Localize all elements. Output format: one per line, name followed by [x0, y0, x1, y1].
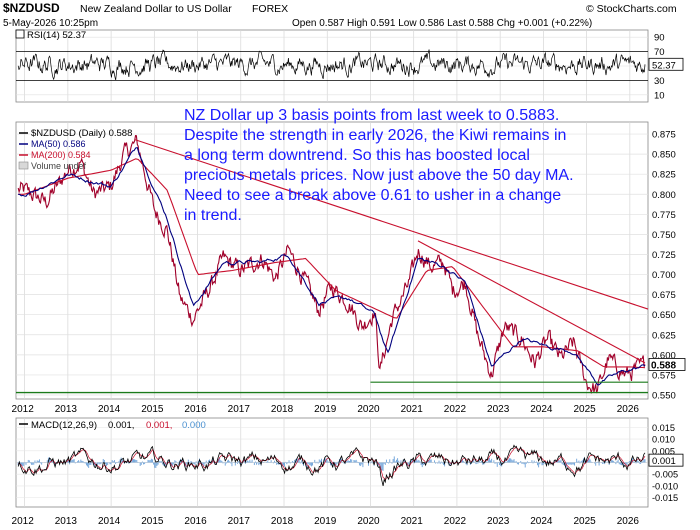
annotation-line-6: in trend.: [184, 207, 242, 224]
annotation-line-4: precious metals prices. Now just above t…: [184, 167, 574, 184]
x-tick-label: 2024: [530, 516, 553, 527]
macd-tick-label: -0.010: [652, 481, 678, 491]
series-ma50-line: [18, 146, 646, 386]
price-tick-label: 0.750: [652, 230, 676, 241]
series-nzdusd-line: [17, 134, 646, 395]
macd-value-badge-text: 0.001: [652, 456, 676, 467]
downtrend-line-short: [417, 240, 646, 364]
rsi-tick-label: 90: [654, 33, 665, 44]
price-tick-label: 0.700: [652, 270, 676, 281]
symbol: $NZDUSD: [3, 1, 60, 15]
ma200-legend: MA(200) 0.584: [31, 150, 91, 160]
rsi-tick-label: 10: [654, 90, 665, 101]
price-tick-label: 0.725: [652, 250, 676, 261]
annotation-line-3: a long term downtrend. So this has boost…: [184, 147, 530, 164]
price-tick-label: 0.600: [652, 350, 676, 361]
macd-tick-label: -0.005: [652, 470, 678, 480]
x-tick-label: 2026: [617, 404, 640, 415]
macd-legend-hist: 0.000: [182, 420, 206, 431]
x-tick-label: 2015: [141, 404, 164, 415]
price-tick-label: 0.875: [652, 130, 676, 141]
x-tick-label: 2026: [617, 516, 640, 527]
x-tick-label: 2014: [98, 404, 121, 415]
x-tick-label: 2019: [314, 516, 337, 527]
brand: © StockCharts.com: [586, 3, 677, 15]
x-tick-label: 2020: [357, 516, 380, 527]
rsi-value-badge-text: 52.37: [652, 60, 676, 71]
macd-legend-prefix: MACD(12,26,9): [31, 420, 97, 431]
volume-legend: Volume undef: [31, 161, 87, 171]
x-tick-label: 2024: [530, 404, 553, 415]
volume-legend-swatch: [18, 161, 29, 170]
x-tick-label: 2012: [12, 516, 35, 527]
x-tick-label: 2015: [141, 516, 164, 527]
price-legend: $NZDUSD (Daily) 0.588: [31, 128, 132, 139]
annotation-line-2: Despite the strength in early 2026, the …: [184, 127, 566, 144]
annotation-line-5: Need to see a break above 0.61 to usher …: [184, 187, 561, 204]
rsi-legend-swatch: [15, 29, 25, 39]
x-tick-label: 2018: [271, 516, 294, 527]
exchange-label: FOREX: [252, 3, 288, 15]
x-tick-label: 2013: [55, 404, 78, 415]
quote-line: Open 0.587 High 0.591 Low 0.586 Last 0.5…: [292, 18, 592, 29]
symbol-description: New Zealand Dollar to US Dollar: [80, 3, 232, 15]
x-tick-label: 2016: [184, 516, 207, 527]
x-tick-label: 2019: [314, 404, 337, 415]
price-tick-label: 0.625: [652, 330, 676, 341]
x-tick-label: 2017: [228, 404, 251, 415]
x-tick-label: 2023: [487, 516, 510, 527]
macd-value-badge: [648, 453, 684, 467]
annotation-line-1: NZ Dollar up 3 basis points from last we…: [184, 107, 559, 124]
price-tick-label: 0.575: [652, 370, 676, 381]
last-price-badge: [648, 358, 686, 371]
price-tick-label: 0.650: [652, 310, 676, 321]
macd-tick-label: 0.010: [652, 435, 675, 445]
macd-legend-signal: 0.001,: [146, 420, 172, 431]
rsi-value-badge: [648, 57, 684, 71]
x-tick-label: 2012: [12, 404, 35, 415]
series-macd-line: [17, 444, 646, 486]
macd-tick-label: -0.015: [652, 493, 678, 503]
x-tick-label: 2022: [444, 516, 467, 527]
x-tick-label: 2016: [184, 404, 207, 415]
x-tick-label: 2014: [98, 516, 121, 527]
price-tick-label: 0.850: [652, 150, 676, 161]
price-tick-label: 0.675: [652, 290, 676, 301]
macd-tick-label: 0.015: [652, 423, 675, 433]
macd-legend-macd: 0.001,: [108, 420, 134, 431]
downtrend-line-long: [134, 139, 649, 310]
series-rsi-line: [17, 49, 646, 81]
x-tick-label: 2020: [357, 404, 380, 415]
timestamp: 5-May-2026 10:25pm: [3, 18, 98, 29]
x-tick-label: 2023: [487, 404, 510, 415]
x-tick-label: 2018: [271, 404, 294, 415]
x-tick-label: 2021: [401, 404, 424, 415]
x-tick-label: 2025: [573, 404, 596, 415]
macd-tick-label: 0.005: [652, 446, 675, 456]
ma50-legend: MA(50) 0.586: [31, 139, 86, 149]
x-tick-label: 2013: [55, 516, 78, 527]
last-price-badge-text: 0.588: [651, 360, 676, 371]
rsi-label: RSI(14) 52.37: [27, 30, 86, 41]
rsi-tick-label: 30: [654, 76, 665, 87]
x-tick-label: 2025: [573, 516, 596, 527]
price-tick-label: 0.550: [652, 390, 676, 401]
series-ma200-line: [18, 158, 646, 369]
rsi-tick-label: 70: [654, 47, 665, 58]
x-tick-label: 2022: [444, 404, 467, 415]
annotation-text: NZ Dollar up 3 basis points from last we…: [184, 107, 574, 224]
price-tick-label: 0.775: [652, 210, 676, 221]
price-tick-label: 0.800: [652, 190, 676, 201]
x-tick-label: 2017: [228, 516, 251, 527]
price-tick-label: 0.825: [652, 170, 676, 181]
x-tick-label: 2021: [401, 516, 424, 527]
panels: 2012 2012 2013 2013 2014 2014 2015 2015 2016 2016…: [12, 29, 686, 527]
